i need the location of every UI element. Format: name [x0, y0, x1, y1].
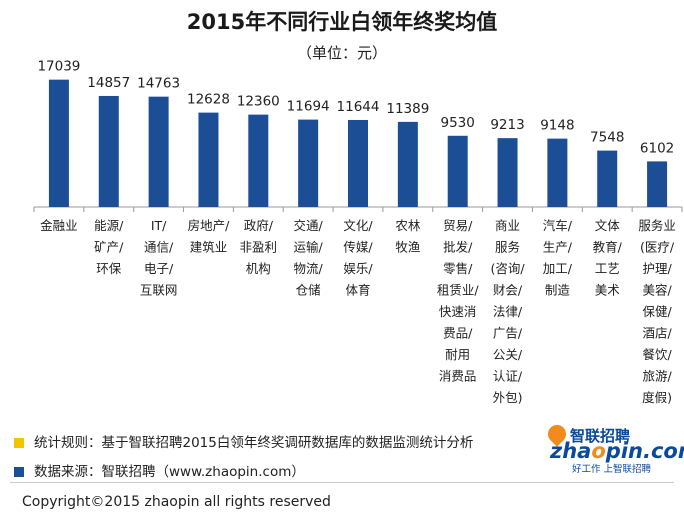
value-label-10: 9148 — [540, 118, 574, 134]
yellow-square-icon — [14, 438, 24, 448]
copyright-text: Copyright©2015 zhaopin all rights reserv… — [22, 494, 331, 510]
logo-slogan: 好工作 上智联招聘 — [572, 464, 652, 475]
bar-8 — [447, 135, 468, 207]
zhaopin-logo: 智联招聘 zhaopin.com 好工作 上智联招聘 — [544, 421, 684, 475]
bar-7 — [397, 121, 418, 207]
footer-divider — [10, 482, 674, 483]
note-statistics-rule: 统计规则：基于智联招聘2015白领年终奖调研数据库的数据监测统计分析 — [14, 431, 473, 451]
value-label-3: 12628 — [187, 92, 230, 108]
logo-domain: zhaopin.com — [550, 439, 684, 463]
category-label-6: 文化/传媒/娱乐/体育 — [343, 218, 373, 298]
note-rule-text: 统计规则：基于智联招聘2015白领年终奖调研数据库的数据监测统计分析 — [34, 435, 474, 451]
value-label-12: 6102 — [640, 140, 674, 156]
value-label-11: 7548 — [590, 130, 624, 146]
category-label-0: 金融业 — [40, 218, 78, 233]
value-label-2: 14763 — [137, 76, 180, 92]
bar-4 — [248, 114, 269, 207]
bar-12 — [647, 161, 668, 207]
value-label-5: 11694 — [287, 99, 330, 115]
value-label-0: 17039 — [37, 59, 80, 75]
category-label-7: 农林牧渔 — [395, 218, 421, 255]
value-label-1: 14857 — [87, 75, 130, 91]
value-label-7: 11389 — [386, 101, 429, 117]
bar-11 — [597, 150, 618, 207]
category-label-10: 汽车/生产/加工/制造 — [543, 218, 573, 298]
category-label-2: IT/通信/电子/互联网 — [140, 218, 178, 298]
bar-3 — [198, 112, 219, 207]
category-label-8: 贸易/批发/零售/租赁业/快速消费品/耐用消费品 — [437, 218, 480, 384]
category-label-1: 能源/矿产/环保 — [94, 218, 124, 276]
category-label-9: 商业服务(咨询/财会/法律/广告/公关/认证/外包) — [490, 218, 525, 405]
bar-6 — [348, 119, 368, 207]
category-label-3: 房地产/建筑业 — [188, 218, 231, 255]
note-data-source: 数据来源：智联招聘（www.zhaopin.com） — [14, 460, 305, 480]
bar-9 — [497, 138, 518, 207]
chart-title: 2015年不同行业白领年终奖均值 — [186, 10, 498, 34]
bar-10 — [547, 138, 568, 207]
category-label-12: 服务业(医疗/护理/美容/保健/酒店/餐饮/旅游/度假) — [638, 218, 676, 405]
bar-1 — [98, 95, 119, 207]
category-label-11: 文体教育/工艺美术 — [593, 218, 623, 298]
category-label-4: 政府/非盈利机构 — [240, 218, 278, 276]
blue-square-icon — [14, 467, 24, 477]
note-source-text: 数据来源：智联招聘（www.zhaopin.com） — [34, 464, 305, 480]
value-label-6: 11644 — [337, 99, 380, 115]
chart-subtitle: （单位：元） — [296, 44, 387, 62]
value-label-4: 12360 — [237, 94, 280, 110]
value-label-8: 9530 — [441, 115, 475, 131]
bar-2 — [148, 96, 169, 207]
category-label-5: 交通/运输/物流/仓储 — [294, 218, 324, 298]
bar-0 — [48, 79, 69, 207]
logo-chinese-name: 智联招聘 — [570, 427, 631, 445]
value-label-9: 9213 — [490, 117, 524, 133]
bar-chart: 17039 金融业 14857 能源/矿产/环保 14763 IT/通信/电子/互联网 12… — [33, 59, 683, 405]
bar-5 — [298, 119, 319, 207]
